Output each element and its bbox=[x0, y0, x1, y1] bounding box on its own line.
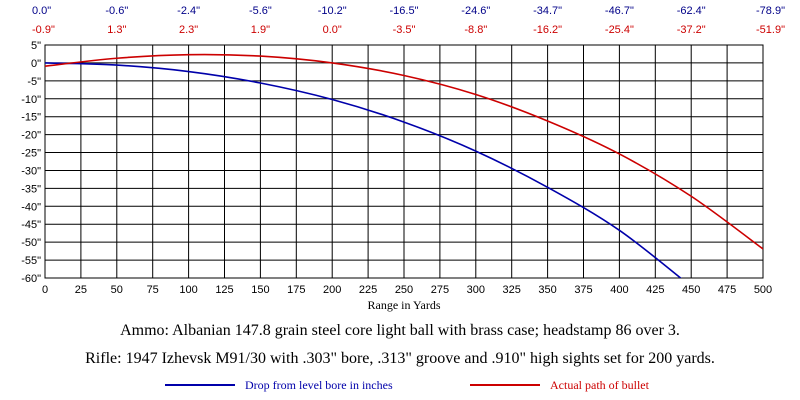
x-tick-label: 475 bbox=[718, 284, 736, 296]
y-tick-label: -25" bbox=[21, 148, 41, 160]
x-tick-label: 100 bbox=[179, 284, 197, 296]
x-tick-label: 250 bbox=[395, 284, 413, 296]
legend-path-swatch bbox=[470, 384, 540, 386]
bullet-path-series-line bbox=[45, 53, 763, 250]
y-axis-tick-labels: 5" 0" -5" -10" -15" -20" -25" -30" -35" -40" -45" -… bbox=[21, 40, 41, 285]
chart-grid bbox=[44, 44, 764, 279]
x-tick-label: 375 bbox=[574, 284, 592, 296]
y-tick-label: -30" bbox=[21, 165, 41, 177]
x-tick-label: 350 bbox=[538, 284, 556, 296]
top-path-label: 1.9" bbox=[251, 24, 270, 36]
y-tick-label: -20" bbox=[21, 130, 41, 142]
x-tick-label: 300 bbox=[467, 284, 485, 296]
top-drop-label: -78.9" bbox=[756, 5, 785, 17]
top-drop-label: -46.7" bbox=[605, 5, 634, 17]
legend-path-label: Actual path of bullet bbox=[550, 377, 649, 392]
x-tick-label: 400 bbox=[610, 284, 628, 296]
x-tick-label: 500 bbox=[754, 284, 772, 296]
top-drop-label: 0.0" bbox=[32, 5, 51, 17]
y-tick-label: -35" bbox=[21, 183, 41, 195]
top-path-label: 2.3" bbox=[179, 24, 198, 36]
ammo-caption: Ammo: Albanian 147.8 grain steel core li… bbox=[120, 322, 680, 339]
top-path-label: -3.5" bbox=[393, 24, 416, 36]
x-tick-label: 150 bbox=[251, 284, 269, 296]
x-tick-label: 50 bbox=[111, 284, 123, 296]
chart-series bbox=[45, 53, 763, 278]
x-tick-label: 275 bbox=[431, 284, 449, 296]
x-axis-label: Range in Yards bbox=[367, 298, 440, 312]
top-drop-label: -34.7" bbox=[533, 5, 562, 17]
top-drop-label: -10.2" bbox=[318, 5, 347, 17]
top-path-label: -25.4" bbox=[605, 24, 634, 36]
top-path-label: -51.9" bbox=[756, 24, 785, 36]
y-tick-label: -60" bbox=[21, 273, 41, 285]
y-tick-label: 5" bbox=[31, 40, 41, 52]
top-drop-label: -24.6" bbox=[461, 5, 490, 17]
drop-series-line bbox=[45, 62, 682, 278]
x-tick-label: 200 bbox=[323, 284, 341, 296]
legend-path: Actual path of bullet bbox=[470, 376, 649, 394]
top-drop-label: -62.4" bbox=[677, 5, 706, 17]
top-value-labels: 0.0" -0.9" -0.6" 1.3" -2.4" 2.3" -5.6" 1.9" -10.… bbox=[32, 5, 785, 36]
y-tick-label: -5" bbox=[27, 76, 41, 88]
x-tick-label: 450 bbox=[682, 284, 700, 296]
x-tick-label: 125 bbox=[215, 284, 233, 296]
y-tick-label: -40" bbox=[21, 201, 41, 213]
top-path-label: -16.2" bbox=[533, 24, 562, 36]
top-drop-label: -16.5" bbox=[390, 5, 419, 17]
top-path-label: -37.2" bbox=[677, 24, 706, 36]
x-tick-label: 25 bbox=[75, 284, 87, 296]
x-tick-label: 225 bbox=[359, 284, 377, 296]
x-tick-label: 175 bbox=[287, 284, 305, 296]
legend-drop: Drop from level bore in inches bbox=[165, 376, 393, 394]
top-path-label: -0.9" bbox=[32, 24, 55, 36]
y-tick-label: -50" bbox=[21, 237, 41, 249]
x-axis-tick-labels: 0 25 50 75 100 125 150 175 200 225 250 275 300 325 350… bbox=[42, 284, 772, 296]
rifle-caption: Rifle: 1947 Izhevsk M91/30 with .303" bo… bbox=[85, 350, 715, 367]
x-tick-label: 425 bbox=[646, 284, 664, 296]
y-tick-label: -15" bbox=[21, 112, 41, 124]
top-path-label: 0.0" bbox=[323, 24, 342, 36]
top-path-label: -8.8" bbox=[464, 24, 487, 36]
y-tick-label: -45" bbox=[21, 219, 41, 231]
top-drop-label: -2.4" bbox=[177, 5, 200, 17]
y-tick-label: -10" bbox=[21, 94, 41, 106]
legend-drop-swatch bbox=[165, 384, 235, 386]
x-tick-label: 75 bbox=[147, 284, 159, 296]
x-tick-label: 325 bbox=[503, 284, 521, 296]
trajectory-chart: 0.0" -0.9" -0.6" 1.3" -2.4" 2.3" -5.6" 1.9" -10.… bbox=[21, 5, 785, 312]
top-path-label: 1.3" bbox=[107, 24, 126, 36]
y-tick-label: -55" bbox=[21, 255, 41, 267]
top-drop-label: -5.6" bbox=[249, 5, 272, 17]
y-tick-label: 0" bbox=[31, 58, 41, 70]
legend-drop-label: Drop from level bore in inches bbox=[245, 377, 393, 392]
top-drop-label: -0.6" bbox=[105, 5, 128, 17]
x-tick-label: 0 bbox=[42, 284, 48, 296]
